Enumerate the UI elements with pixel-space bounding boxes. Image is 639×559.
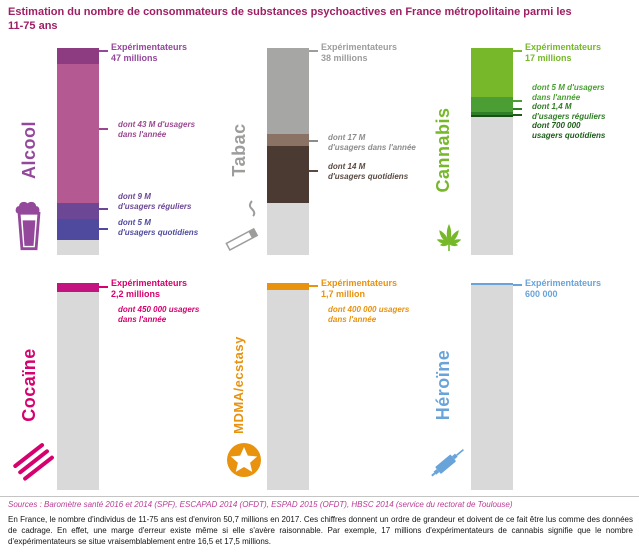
footer-divider	[0, 496, 639, 497]
cocaine-bar	[57, 283, 99, 490]
cannabis-bar	[471, 48, 513, 255]
callout-line	[99, 286, 108, 288]
alcool-daily-users-label: dont 5 M d'usagers quotidiens	[118, 218, 199, 237]
cannabis-regular-users-label: dont 1,4 M d'usagers réguliers	[532, 102, 606, 121]
heroine-experimenters-label: Expérimentateurs 600 000	[525, 278, 602, 300]
callout-line	[99, 208, 108, 210]
mdma-annual-users-label: dont 400 000 usagers dans l'année	[328, 305, 410, 324]
alcool-experimenters-label: Expérimentateurs 47 millions	[111, 42, 188, 64]
mdma-experimenters-label: Expérimentateurs 1,7 million	[321, 278, 398, 300]
tabac-daily-users-label: dont 14 M d'usagers quotidiens	[328, 162, 409, 181]
cocaine-experimenters-label: Expérimentateurs 2,2 millions	[111, 278, 188, 300]
cocaine-annual-users-label: dont 450 000 usagers dans l'année	[118, 305, 200, 324]
panel-cannabis: Cannabis Expérimentateurs 17 millions do…	[420, 40, 632, 268]
callout-line	[513, 50, 522, 52]
panel-alcool: Alcool Expérimentateurs 47 millions dont…	[6, 40, 218, 268]
panel-tabac: Tabac Expérimentateurs 38 millions dont …	[216, 40, 428, 268]
panel-mdma: MDMA/ecstasy Expérimentateurs 1,7 millio…	[216, 275, 428, 503]
callout-line	[513, 108, 522, 110]
ecstasy-star-icon	[222, 435, 268, 489]
callout-line	[309, 170, 318, 172]
callout-line	[99, 50, 108, 52]
cannabis-annual-users-label: dont 5 M d'usagers dans l'année	[532, 83, 605, 102]
callout-line	[513, 100, 522, 102]
callout-line	[309, 285, 318, 287]
heroine-bar	[471, 283, 513, 490]
alcool-annual-users-label: dont 43 M d'usagers dans l'année	[118, 120, 196, 139]
tabac-annual-users-label: dont 17 M d'usagers dans l'année	[328, 133, 416, 152]
cigarette-icon	[222, 200, 268, 254]
cannabis-daily-users-label: dont 700 000 usagers quotidiens	[532, 121, 606, 140]
mdma-bar	[267, 283, 309, 490]
cannabis-leaf-icon	[426, 200, 472, 254]
page-title: Estimation du nombre de consommateurs de…	[8, 6, 572, 33]
cannabis-experimenters-label: Expérimentateurs 17 millions	[525, 42, 602, 64]
callout-line	[99, 128, 108, 130]
callout-line	[309, 50, 318, 52]
alcool-bar	[57, 48, 99, 255]
callout-line	[513, 114, 522, 116]
callout-line	[309, 140, 318, 142]
callout-line	[513, 284, 522, 286]
cocaine-lines-icon	[12, 435, 58, 489]
syringe-icon	[426, 435, 472, 489]
footnote-text: En France, le nombre d'individus de 11-7…	[8, 515, 633, 547]
beer-glass-icon	[12, 200, 58, 254]
tabac-bar	[267, 48, 309, 255]
panel-heroine: Héroïne Expérimentateurs 600 000	[420, 275, 632, 503]
callout-line	[99, 228, 108, 230]
alcool-regular-users-label: dont 9 M d'usagers réguliers	[118, 192, 192, 211]
tabac-experimenters-label: Expérimentateurs 38 millions	[321, 42, 398, 64]
panel-cocaine: Cocaïne Expérimentateurs 2,2 millions do…	[6, 275, 218, 503]
sources-line: Sources : Baromètre santé 2016 et 2014 (…	[8, 500, 513, 509]
